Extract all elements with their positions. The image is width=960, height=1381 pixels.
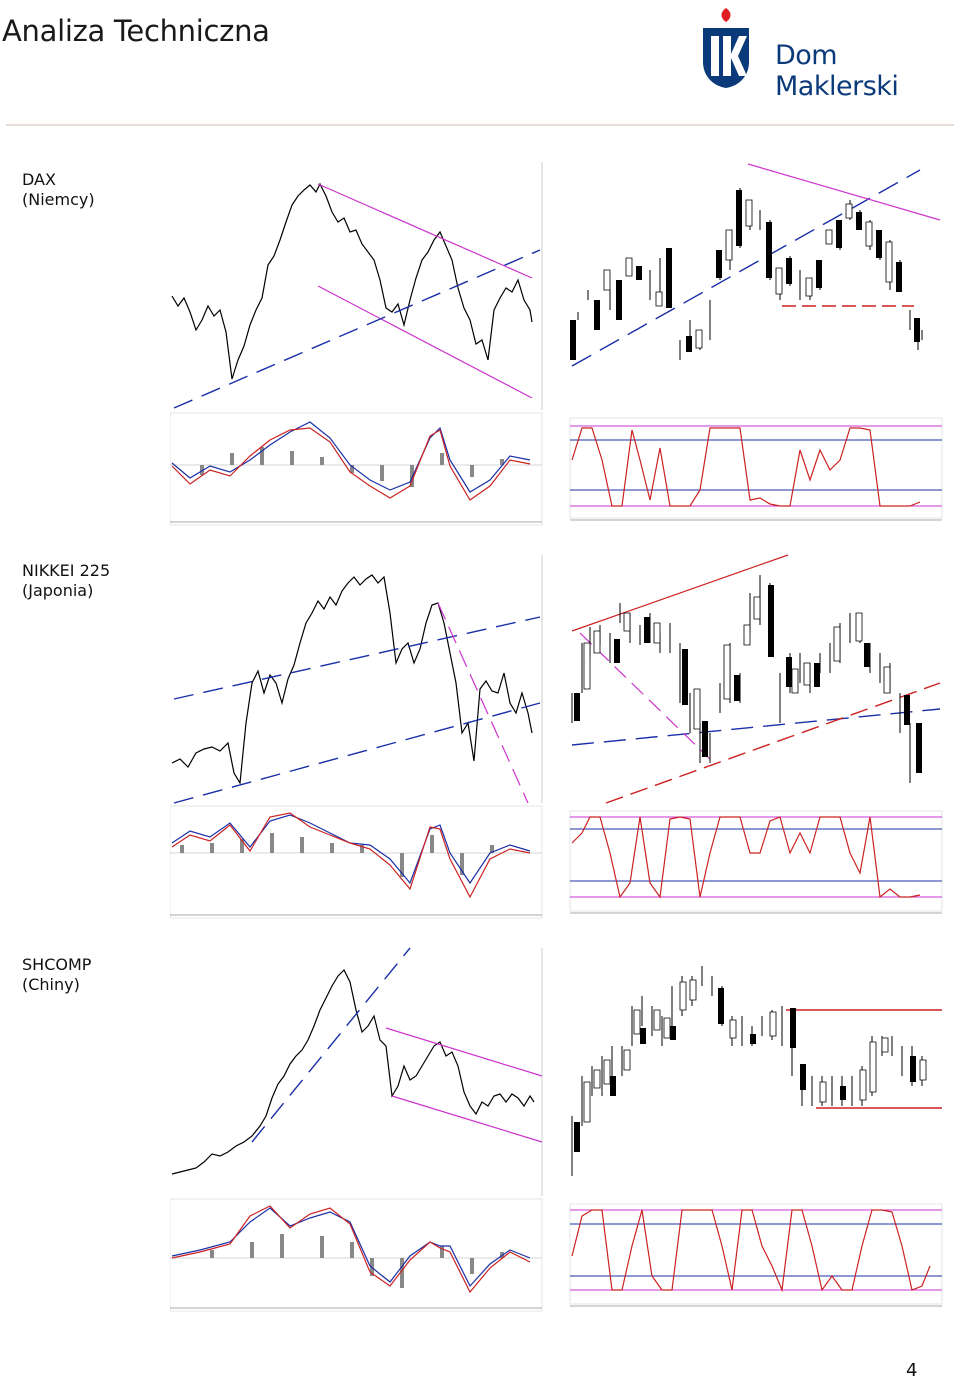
index-name: DAX xyxy=(22,170,56,189)
brand-name: Dom Maklerski xyxy=(775,40,899,102)
nikkei-candlestick-chart xyxy=(571,554,941,804)
index-name: SHCOMP xyxy=(22,955,92,974)
index-country: (Japonia) xyxy=(22,581,94,600)
index-country: (Chiny) xyxy=(22,975,80,994)
shcomp-price-line-chart xyxy=(171,947,543,1196)
dax-price-line-chart xyxy=(171,162,543,410)
index-country: (Niemcy) xyxy=(22,190,95,209)
dax-candlestick-chart xyxy=(570,163,941,367)
page-title: Analiza Techniczna xyxy=(2,14,270,48)
page-number: 4 xyxy=(906,1360,918,1381)
header-divider xyxy=(6,124,954,126)
dax-chart-panel xyxy=(170,162,943,526)
shcomp-macd-chart xyxy=(170,1198,543,1312)
nikkei-chart-panel xyxy=(170,554,943,919)
nikkei-oscillator-chart xyxy=(569,810,943,914)
shcomp-label: SHCOMP (Chiny) xyxy=(22,955,91,995)
dax-macd-chart xyxy=(170,412,543,526)
index-name: NIKKEI 225 xyxy=(22,561,111,580)
shcomp-candlestick-chart xyxy=(571,966,942,1176)
shcomp-chart-panel xyxy=(170,947,943,1312)
dax-oscillator-chart xyxy=(569,417,943,521)
nikkei-label: NIKKEI 225 (Japonia) xyxy=(22,561,110,601)
nikkei-price-line-chart xyxy=(171,555,543,804)
dax-label: DAX (Niemcy) xyxy=(22,170,95,210)
pko-logo-icon xyxy=(703,8,749,88)
shcomp-oscillator-chart xyxy=(569,1203,943,1307)
nikkei-macd-chart xyxy=(170,805,543,919)
